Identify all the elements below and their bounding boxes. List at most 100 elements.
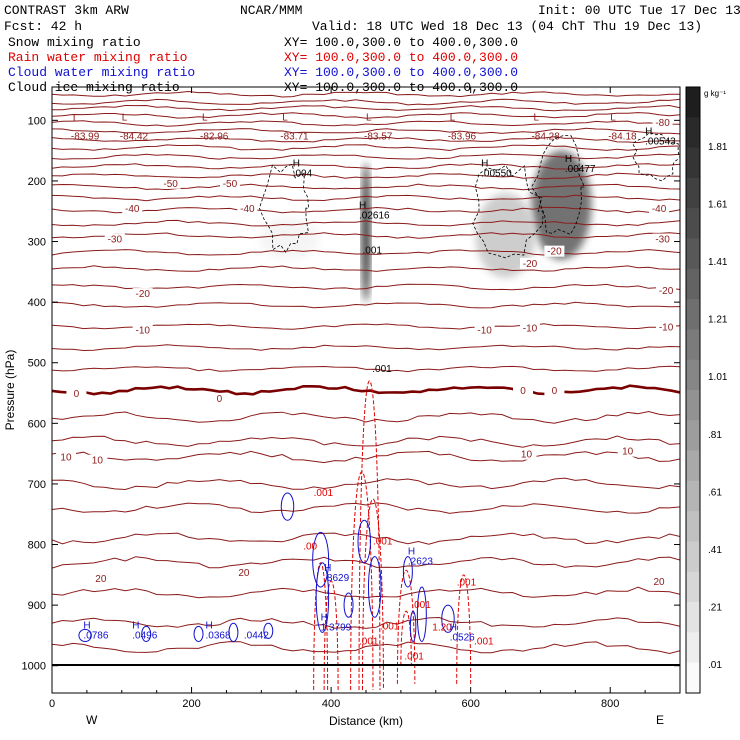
- isotherm-contour: [52, 219, 680, 227]
- rain-contour: [358, 380, 381, 690]
- isotherm-label: -40: [240, 204, 255, 215]
- cloud-water-contour: [141, 625, 152, 642]
- maximum-value-label: .00: [303, 541, 317, 552]
- snow-shaded-region: [361, 162, 371, 303]
- isotherm-label: -50: [163, 179, 178, 190]
- isotherm-label-bg: [516, 448, 537, 460]
- low-marker: L: [282, 112, 288, 123]
- cloud-water-contour: [343, 592, 354, 618]
- isotherm-label-bg: [656, 285, 677, 297]
- isotherm-label: -30: [108, 235, 123, 246]
- cloud-water-contour: [409, 610, 417, 642]
- cloud-water-contour: [441, 604, 455, 633]
- isotherm-label-bg: [649, 575, 670, 587]
- y-tick-label: 1000: [22, 661, 46, 673]
- zero-degree-contour: [52, 384, 680, 396]
- y-tick-label: 700: [28, 479, 46, 491]
- isotherm-contour: [52, 365, 680, 373]
- isotherm-contour: [52, 90, 680, 98]
- isotherm-label: -20: [135, 289, 150, 300]
- header-title: CONTRAST 3km ARW: [4, 3, 129, 18]
- maximum-value-label: .2623: [408, 557, 433, 568]
- x-axis: 0 200 400 600 800: [49, 87, 646, 710]
- isotherm-label: 10: [622, 447, 634, 458]
- low-value-label: -84.42: [120, 131, 149, 142]
- legend-entry-section: XY= 100.0,300.0 to 400.0,300.0: [284, 35, 518, 50]
- isotherm-label: -20: [523, 259, 538, 270]
- y-tick-label: 600: [28, 418, 46, 430]
- header-center: NCAR/MMM: [240, 3, 302, 18]
- rain-contour: [362, 498, 384, 690]
- cloud-water-contour: [228, 622, 239, 642]
- low-value-label: -84.28: [531, 131, 560, 142]
- colorbar-swatch: [686, 511, 700, 542]
- colorbar-label: 1.01: [708, 372, 728, 383]
- colorbar-label: .41: [708, 545, 722, 556]
- cloud-water-contours: [78, 492, 455, 642]
- isotherm-label: -10: [523, 324, 538, 335]
- isotherm-label: 0: [552, 386, 558, 397]
- colorbar-label: .61: [708, 487, 722, 498]
- isotherm-label-bg: [132, 288, 153, 300]
- isotherm-contour: [52, 120, 680, 127]
- maximum-value-label: .001: [380, 621, 400, 632]
- snow-shaded-region: [259, 217, 320, 260]
- x-tick-label: 400: [322, 698, 340, 710]
- isotherm-label-bg: [66, 388, 87, 400]
- isotherm-contour: [52, 586, 680, 599]
- cloud-ice-contours: [258, 132, 680, 259]
- legend-entry-section: XY= 100.0,300.0 to 400.0,300.0: [284, 65, 518, 80]
- colorbar-swatch: [686, 147, 700, 179]
- header-init: Init: 00 UTC Tue 17 Dec 13: [538, 3, 740, 18]
- maximum-marker: H: [359, 201, 366, 212]
- isotherm-contour: [52, 98, 680, 106]
- y-tick-label: 200: [28, 176, 46, 188]
- colorbar-label: .21: [708, 602, 722, 613]
- maximum-marker: H: [565, 154, 572, 165]
- x-axis-west-label: W: [86, 713, 98, 727]
- y-tick-label: 500: [28, 358, 46, 370]
- maximum-marker: H: [645, 127, 652, 138]
- cloud-water-contour: [78, 628, 92, 642]
- maximum-value-label: .001: [363, 246, 383, 257]
- isotherm-label: -10: [477, 325, 492, 336]
- isotherm-label: 0: [520, 386, 526, 397]
- maximum-value-label: .00543: [645, 137, 676, 148]
- isotherm-label-bg: [209, 392, 230, 404]
- low-marker: L: [202, 112, 208, 123]
- maximum-marker: H: [450, 622, 457, 633]
- cloud-ice-contour: [258, 163, 310, 254]
- x-tick-label: 200: [182, 698, 200, 710]
- low-value-label: -84.18: [608, 131, 637, 142]
- colorbar-frame: [685, 86, 701, 694]
- colorbar-label: 1.41: [708, 257, 728, 268]
- colorbar-label: 1.21: [708, 315, 728, 326]
- maximum-marker: H: [324, 563, 331, 574]
- isotherm-contour: [52, 206, 680, 214]
- cloud-water-contour: [367, 556, 382, 618]
- cloud-water-contour: [280, 492, 295, 521]
- isotherm-label: -30: [655, 235, 670, 246]
- colorbar-swatch: [686, 299, 700, 330]
- x-axis-east-label: E: [656, 713, 664, 727]
- y-tick-label: 900: [28, 600, 46, 612]
- maximum-value-label: .001: [373, 537, 393, 548]
- header-fcst: Fcst: 42 h: [4, 19, 82, 34]
- isotherm-label-bg: [132, 324, 153, 336]
- isotherm-contour: [52, 144, 680, 152]
- isotherm-label-bg: [90, 572, 111, 584]
- maximum-value-label: .001: [372, 364, 392, 375]
- maximum-marker: H: [481, 159, 488, 170]
- low-marker: L: [450, 112, 456, 123]
- isotherm-label-bg: [649, 203, 670, 215]
- y-tick-label: 800: [28, 540, 46, 552]
- low-marker: L: [610, 112, 616, 123]
- maximum-marker: H: [132, 620, 139, 631]
- isotherm-label: 20: [654, 577, 666, 588]
- y-axis-label: Pressure (hPa): [3, 350, 17, 431]
- low-value-label: -83.57: [364, 131, 393, 142]
- cloud-water-contour: [263, 622, 274, 639]
- isotherm-label: 10: [92, 456, 104, 467]
- isotherm-contour: [52, 435, 680, 448]
- isotherm-label-bg: [519, 322, 540, 334]
